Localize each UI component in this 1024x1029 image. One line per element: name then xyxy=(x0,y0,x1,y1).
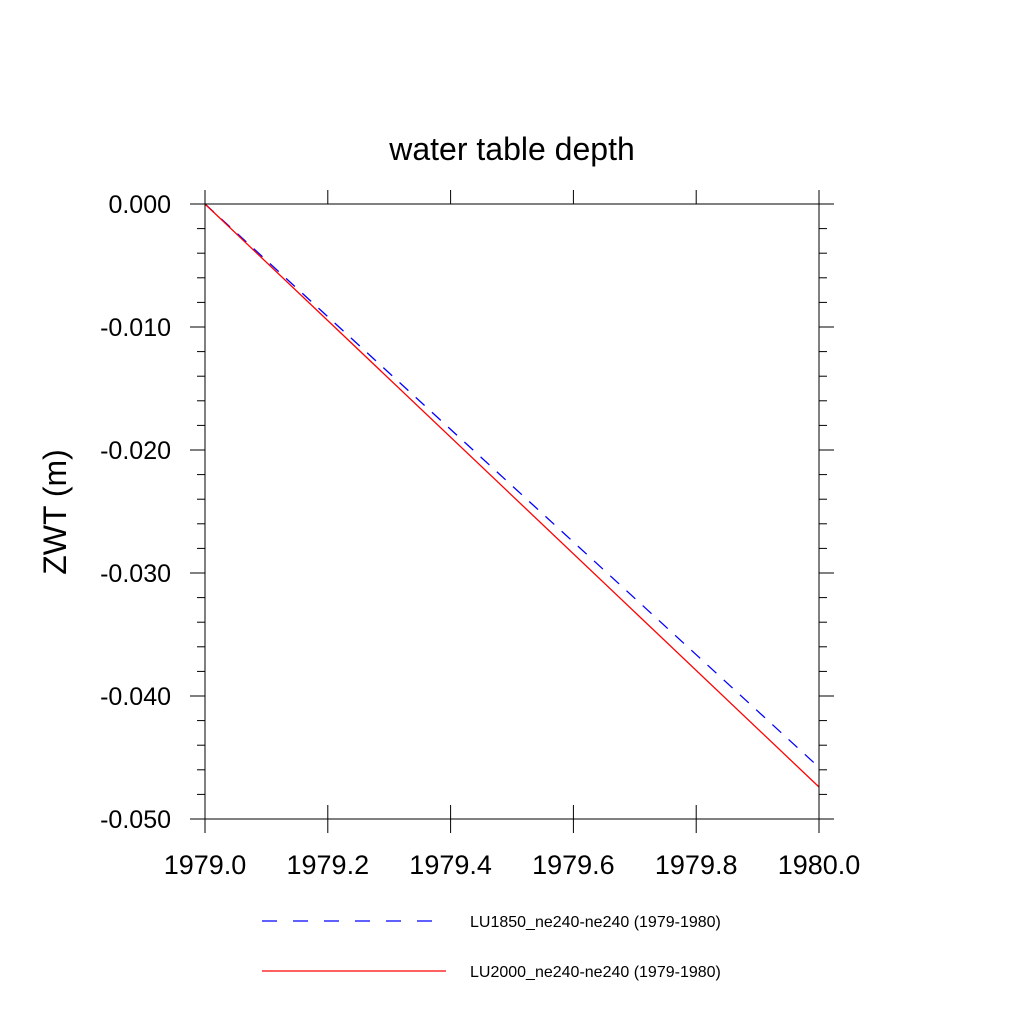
y-tick-label: -0.040 xyxy=(100,683,171,711)
y-tick-label: -0.030 xyxy=(100,560,171,588)
y-tick-label: -0.010 xyxy=(100,314,171,342)
chart-title: water table depth xyxy=(388,131,635,167)
x-tick-label: 1979.4 xyxy=(409,850,492,880)
y-tick-label: -0.020 xyxy=(100,437,171,465)
series-line xyxy=(204,203,820,788)
x-tick-label: 1979.0 xyxy=(164,850,247,880)
x-tick-label: 1980.0 xyxy=(778,850,861,880)
legend: LU1850_ne240-ne240 (1979-1980) LU2000_ne2… xyxy=(262,914,721,981)
axis-ticks xyxy=(190,190,834,833)
plot-frame xyxy=(204,203,820,820)
x-tick-label: 1979.8 xyxy=(655,850,738,880)
y-tick-label: -0.050 xyxy=(100,806,171,834)
series-line xyxy=(204,203,820,768)
legend-label: LU1850_ne240-ne240 (1979-1980) xyxy=(470,914,721,931)
x-tick-label: 1979.6 xyxy=(532,850,615,880)
legend-label: LU2000_ne240-ne240 (1979-1980) xyxy=(470,964,721,981)
series-lines xyxy=(204,203,820,788)
tick-labels: 1979.0 1979.2 1979.4 1979.6 1979.8 1980.0 0.00… xyxy=(100,191,860,880)
y-tick-label: 0.000 xyxy=(108,191,171,219)
x-tick-label: 1979.2 xyxy=(287,850,370,880)
y-axis-label: ZWT (m) xyxy=(37,449,73,575)
